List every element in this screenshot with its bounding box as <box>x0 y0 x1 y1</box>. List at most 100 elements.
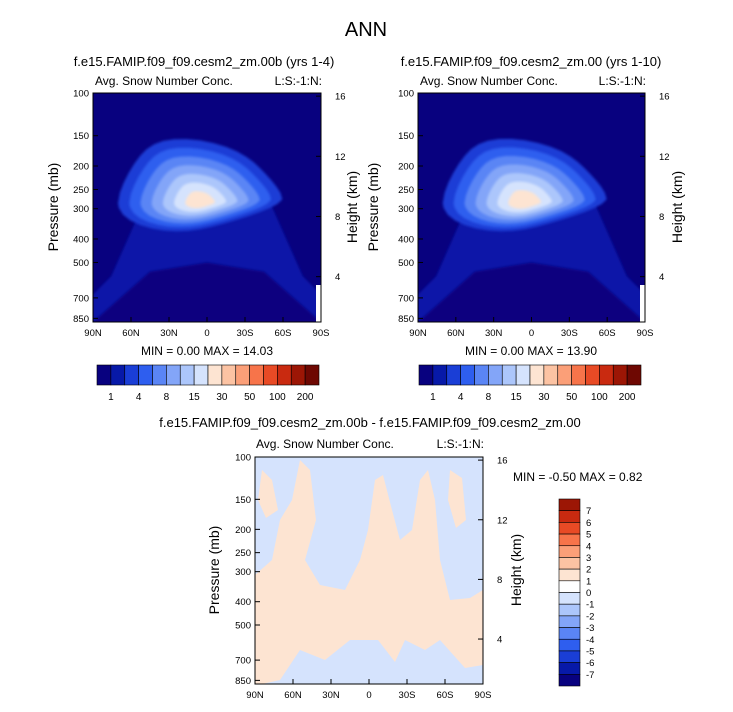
colorbar-label: 30 <box>216 392 228 403</box>
colorbar-label: 4 <box>458 392 464 403</box>
colorbar-swatch <box>612 364 628 386</box>
panel-3-ylabel: Pressure (mb) <box>206 526 222 615</box>
y-tick-label: 850 <box>73 314 89 325</box>
colorbar-swatch <box>446 364 461 386</box>
colorbar-swatch <box>179 364 195 386</box>
panel-2-left-label: Avg. Snow Number Conc. <box>420 74 558 88</box>
colorbar-label: 15 <box>511 392 523 403</box>
colorbar-swatch <box>558 615 581 628</box>
colorbar-swatch <box>557 364 572 386</box>
colorbar-label: 4 <box>136 392 142 403</box>
y-right-tick-label: 8 <box>335 212 340 223</box>
colorbar-label: -2 <box>586 611 594 622</box>
y-tick-label: 850 <box>235 676 251 687</box>
colorbar-label: 100 <box>591 392 608 403</box>
colorbar-label: 4 <box>586 541 591 552</box>
colorbar-label: -4 <box>586 635 594 646</box>
colorbar-label: 30 <box>538 392 550 403</box>
panel-3-left-label: Avg. Snow Number Conc. <box>256 437 394 451</box>
colorbar-swatch <box>558 650 581 663</box>
panel-1-y-axis: 100 150 200 250 300 400 500 700 850 <box>73 89 98 325</box>
panel-2-y-axis-right: 16 12 8 4 <box>640 92 670 283</box>
colorbar-swatch <box>277 364 292 386</box>
colorbar-swatch <box>558 674 581 687</box>
x-tick-label: 30S <box>237 328 254 339</box>
colorbar-label: 1 <box>430 392 436 403</box>
colorbar-label: 8 <box>486 392 492 403</box>
colorbar-label: -7 <box>586 670 594 681</box>
colorbar-swatch <box>558 662 581 675</box>
panel-1-plot-area <box>93 93 321 322</box>
surface-band <box>418 262 645 322</box>
x-tick-label: 30S <box>399 690 416 701</box>
colorbar-label: 1 <box>108 392 114 403</box>
x-tick-label: 90N <box>246 690 264 701</box>
colorbar-swatch <box>249 364 264 386</box>
y-right-tick-label: 12 <box>659 152 670 163</box>
y-right-tick-label: 12 <box>335 152 346 163</box>
y-tick-label: 150 <box>235 495 251 506</box>
y-tick-label: 400 <box>235 597 251 608</box>
colorbar-swatch <box>501 364 517 386</box>
colorbar-label: 50 <box>244 392 256 403</box>
colorbar-swatch <box>432 364 448 386</box>
colorbar-swatch <box>96 364 112 386</box>
y-tick-label: 500 <box>73 258 89 269</box>
panel-2-min-max: MIN = 0.00 MAX = 13.90 <box>465 344 597 358</box>
panel-1-title: f.e15.FAMIP.f09_f09.cesm2_zm.00b (yrs 1-… <box>74 54 335 69</box>
y-tick-label: 400 <box>73 234 89 245</box>
colorbar-label: -3 <box>586 623 594 634</box>
panel-2-ylabel-right: Height (km) <box>669 171 685 243</box>
colorbar-label: 2 <box>586 565 591 576</box>
y-tick-label: 300 <box>235 567 251 578</box>
x-tick-label: 60S <box>275 328 292 339</box>
colorbar-swatch <box>558 638 581 652</box>
x-tick-label: 0 <box>366 690 371 701</box>
panel-1-contours <box>93 93 321 322</box>
y-tick-label: 400 <box>398 234 414 245</box>
colorbar-swatch <box>138 364 153 386</box>
y-right-tick-label: 16 <box>497 456 508 467</box>
colorbar-label: -1 <box>586 600 594 611</box>
y-tick-label: 700 <box>73 293 89 304</box>
colorbar-swatch <box>558 592 581 605</box>
colorbar-swatch <box>124 364 139 386</box>
colorbar-swatch <box>207 364 223 386</box>
y-tick-label: 200 <box>235 525 251 536</box>
colorbar-swatch <box>474 364 489 386</box>
panel-2-ylabel: Pressure (mb) <box>365 163 381 252</box>
panel-2-y-axis: 100 150 200 250 300 400 500 700 850 <box>398 89 423 325</box>
y-right-tick-label: 4 <box>335 272 340 283</box>
colorbar-swatch <box>558 498 581 511</box>
colorbar-swatch <box>529 364 545 386</box>
colorbar-swatch <box>235 364 250 386</box>
colorbar-label: 6 <box>586 518 591 529</box>
colorbar-swatch <box>585 364 600 386</box>
panel-1-min-max: MIN = 0.00 MAX = 14.03 <box>141 344 273 358</box>
colorbar-swatch <box>515 364 531 386</box>
y-tick-label: 100 <box>398 89 414 100</box>
panel-2-plot-area <box>418 93 645 322</box>
x-tick-label: 30N <box>322 690 340 701</box>
colorbar-swatch <box>221 364 237 386</box>
y-tick-label: 150 <box>73 131 89 142</box>
panel-3-positive-regions <box>255 460 483 684</box>
panel-2-right-label: L:S:-1:N: <box>599 74 646 88</box>
y-right-tick-label: 8 <box>497 575 502 586</box>
x-tick-label: 60N <box>284 690 302 701</box>
contour-fill-8 <box>185 191 216 209</box>
colorbar-swatch <box>558 603 581 617</box>
x-tick-label: 30N <box>485 328 503 339</box>
colorbar-label: -5 <box>586 646 594 657</box>
colorbar-swatch <box>193 364 209 386</box>
surface-band <box>93 262 321 322</box>
x-tick-label: 60S <box>599 328 616 339</box>
y-tick-label: 700 <box>398 293 414 304</box>
x-tick-label: 90S <box>313 328 330 339</box>
colorbar-swatch <box>263 364 278 386</box>
colorbar-label: 8 <box>164 392 170 403</box>
y-tick-label: 250 <box>73 185 89 196</box>
colorbar-swatch <box>558 510 581 523</box>
panel-3-min-max: MIN = -0.50 MAX = 0.82 <box>513 470 643 484</box>
